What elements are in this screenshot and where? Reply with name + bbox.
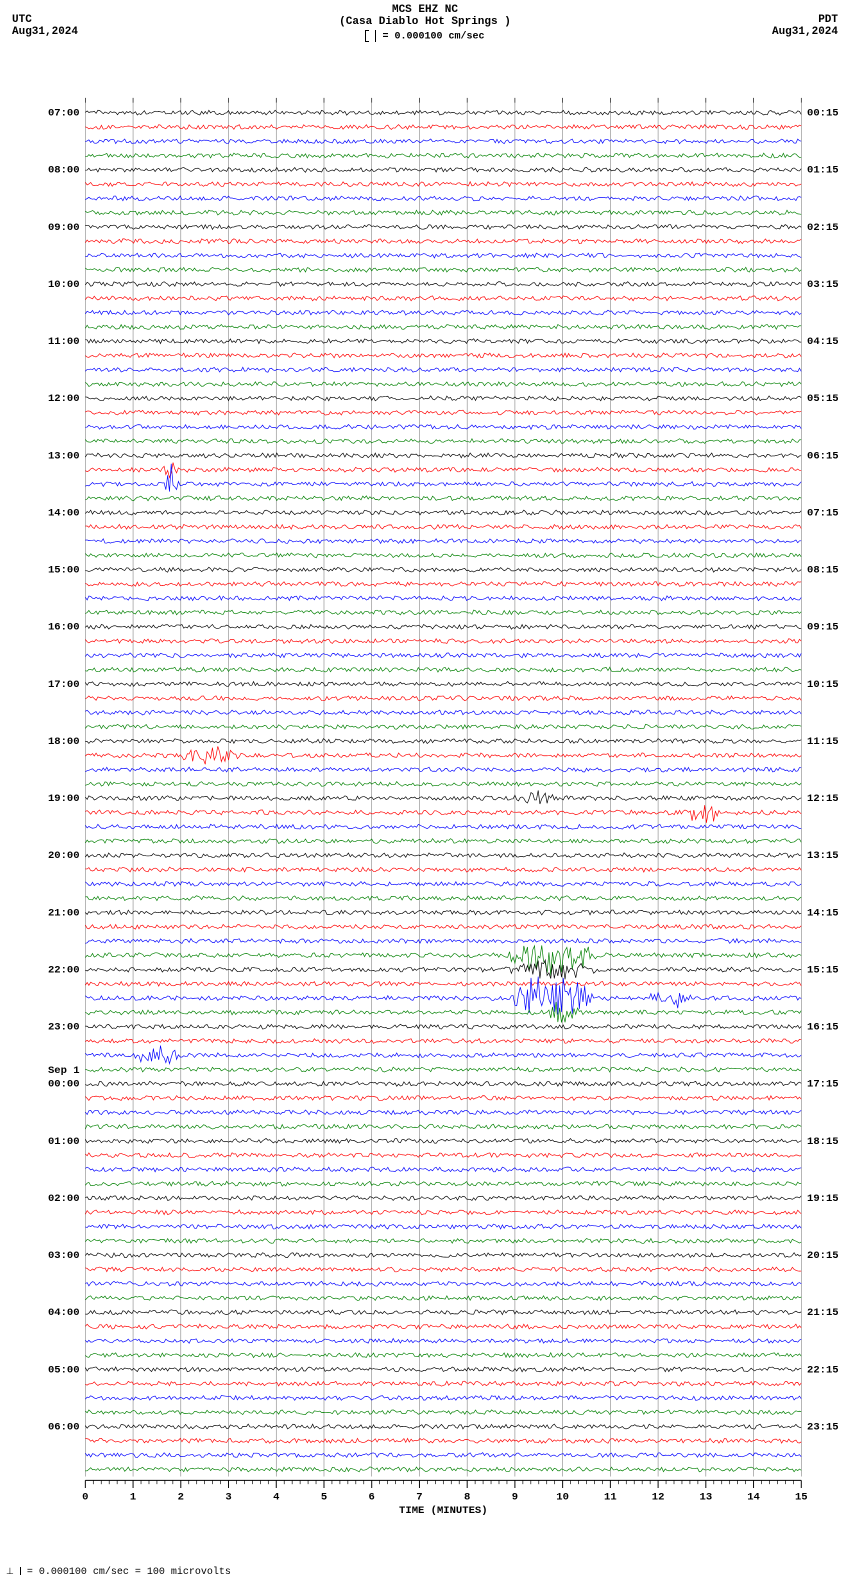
svg-text:15: 15 — [795, 1492, 808, 1504]
svg-text:18:15: 18:15 — [807, 1136, 839, 1148]
svg-text:6: 6 — [369, 1492, 375, 1504]
svg-text:13:15: 13:15 — [807, 850, 839, 862]
svg-text:11:15: 11:15 — [807, 736, 839, 748]
tz-right: PDT — [772, 14, 838, 26]
svg-text:3: 3 — [225, 1492, 231, 1504]
svg-text:08:15: 08:15 — [807, 565, 839, 577]
date-right: Aug31,2024 — [772, 26, 838, 38]
svg-text:11: 11 — [604, 1492, 617, 1504]
scale-label: = 0.000100 cm/sec — [383, 32, 485, 43]
svg-text:16:00: 16:00 — [48, 622, 80, 634]
svg-text:15:15: 15:15 — [807, 964, 839, 976]
svg-text:TIME (MINUTES): TIME (MINUTES) — [399, 1505, 487, 1517]
svg-text:19:15: 19:15 — [807, 1193, 839, 1205]
svg-text:12: 12 — [652, 1492, 665, 1504]
svg-text:00:00: 00:00 — [48, 1079, 80, 1091]
svg-text:21:15: 21:15 — [807, 1307, 839, 1319]
svg-text:06:15: 06:15 — [807, 450, 839, 462]
svg-text:23:15: 23:15 — [807, 1421, 839, 1433]
date-left: Aug31,2024 — [12, 26, 78, 38]
svg-text:14:15: 14:15 — [807, 907, 839, 919]
svg-text:20:15: 20:15 — [807, 1250, 839, 1262]
svg-text:11:00: 11:00 — [48, 336, 80, 348]
svg-text:8: 8 — [464, 1492, 470, 1504]
svg-text:15:00: 15:00 — [48, 565, 80, 577]
svg-text:23:00: 23:00 — [48, 1022, 80, 1034]
svg-text:21:00: 21:00 — [48, 907, 80, 919]
svg-text:4: 4 — [273, 1492, 279, 1504]
svg-text:09:15: 09:15 — [807, 622, 839, 634]
plot-area: 07:0000:1508:0001:1509:0002:1510:0003:15… — [47, 62, 794, 1522]
svg-text:10:15: 10:15 — [807, 679, 839, 691]
svg-text:10:00: 10:00 — [48, 279, 80, 291]
svg-text:7: 7 — [416, 1492, 422, 1504]
header-left: UTC Aug31,2024 — [12, 14, 78, 38]
svg-text:18:00: 18:00 — [48, 736, 80, 748]
svg-text:05:00: 05:00 — [48, 1364, 80, 1376]
svg-text:12:15: 12:15 — [807, 793, 839, 805]
svg-text:07:00: 07:00 — [48, 108, 80, 120]
header-right: PDT Aug31,2024 — [772, 14, 838, 38]
svg-text:07:15: 07:15 — [807, 507, 839, 519]
svg-text:13:00: 13:00 — [48, 450, 80, 462]
svg-text:5: 5 — [321, 1492, 327, 1504]
svg-text:02:00: 02:00 — [48, 1193, 80, 1205]
station-title: MCS EHZ NC — [0, 4, 850, 16]
svg-text:13: 13 — [700, 1492, 713, 1504]
svg-text:22:15: 22:15 — [807, 1364, 839, 1376]
svg-text:16:15: 16:15 — [807, 1022, 839, 1034]
svg-text:03:00: 03:00 — [48, 1250, 80, 1262]
svg-text:14: 14 — [747, 1492, 760, 1504]
footer: ⊥ = 0.000100 cm/sec = 100 microvolts — [6, 1567, 231, 1578]
svg-text:9: 9 — [512, 1492, 518, 1504]
svg-text:01:00: 01:00 — [48, 1136, 80, 1148]
header-center: MCS EHZ NC (Casa Diablo Hot Springs ) = … — [0, 0, 850, 43]
svg-text:04:00: 04:00 — [48, 1307, 80, 1319]
tz-left: UTC — [12, 14, 78, 26]
footer-text: = 0.000100 cm/sec = 100 microvolts — [27, 1567, 231, 1578]
svg-text:10: 10 — [556, 1492, 569, 1504]
scale-indicator: = 0.000100 cm/sec — [0, 30, 850, 43]
svg-text:Sep 1: Sep 1 — [48, 1065, 80, 1077]
svg-text:20:00: 20:00 — [48, 850, 80, 862]
svg-text:2: 2 — [178, 1492, 184, 1504]
svg-text:19:00: 19:00 — [48, 793, 80, 805]
svg-text:08:00: 08:00 — [48, 165, 80, 177]
svg-text:12:00: 12:00 — [48, 393, 80, 405]
svg-text:01:15: 01:15 — [807, 165, 839, 177]
svg-text:00:15: 00:15 — [807, 108, 839, 120]
svg-text:04:15: 04:15 — [807, 336, 839, 348]
seismogram-container: UTC Aug31,2024 PDT Aug31,2024 MCS EHZ NC… — [0, 0, 850, 1584]
svg-text:09:00: 09:00 — [48, 222, 80, 234]
svg-text:17:15: 17:15 — [807, 1079, 839, 1091]
svg-text:22:00: 22:00 — [48, 964, 80, 976]
svg-text:03:15: 03:15 — [807, 279, 839, 291]
svg-text:1: 1 — [130, 1492, 136, 1504]
svg-text:06:00: 06:00 — [48, 1421, 80, 1433]
svg-text:0: 0 — [82, 1492, 88, 1504]
svg-text:17:00: 17:00 — [48, 679, 80, 691]
svg-text:05:15: 05:15 — [807, 393, 839, 405]
svg-text:14:00: 14:00 — [48, 507, 80, 519]
svg-text:02:15: 02:15 — [807, 222, 839, 234]
seismogram-svg: 07:00 00:15 08:00 01:15 09:00 02:15 10:00 03:15… — [47, 62, 850, 1582]
location-title: (Casa Diablo Hot Springs ) — [0, 16, 850, 28]
